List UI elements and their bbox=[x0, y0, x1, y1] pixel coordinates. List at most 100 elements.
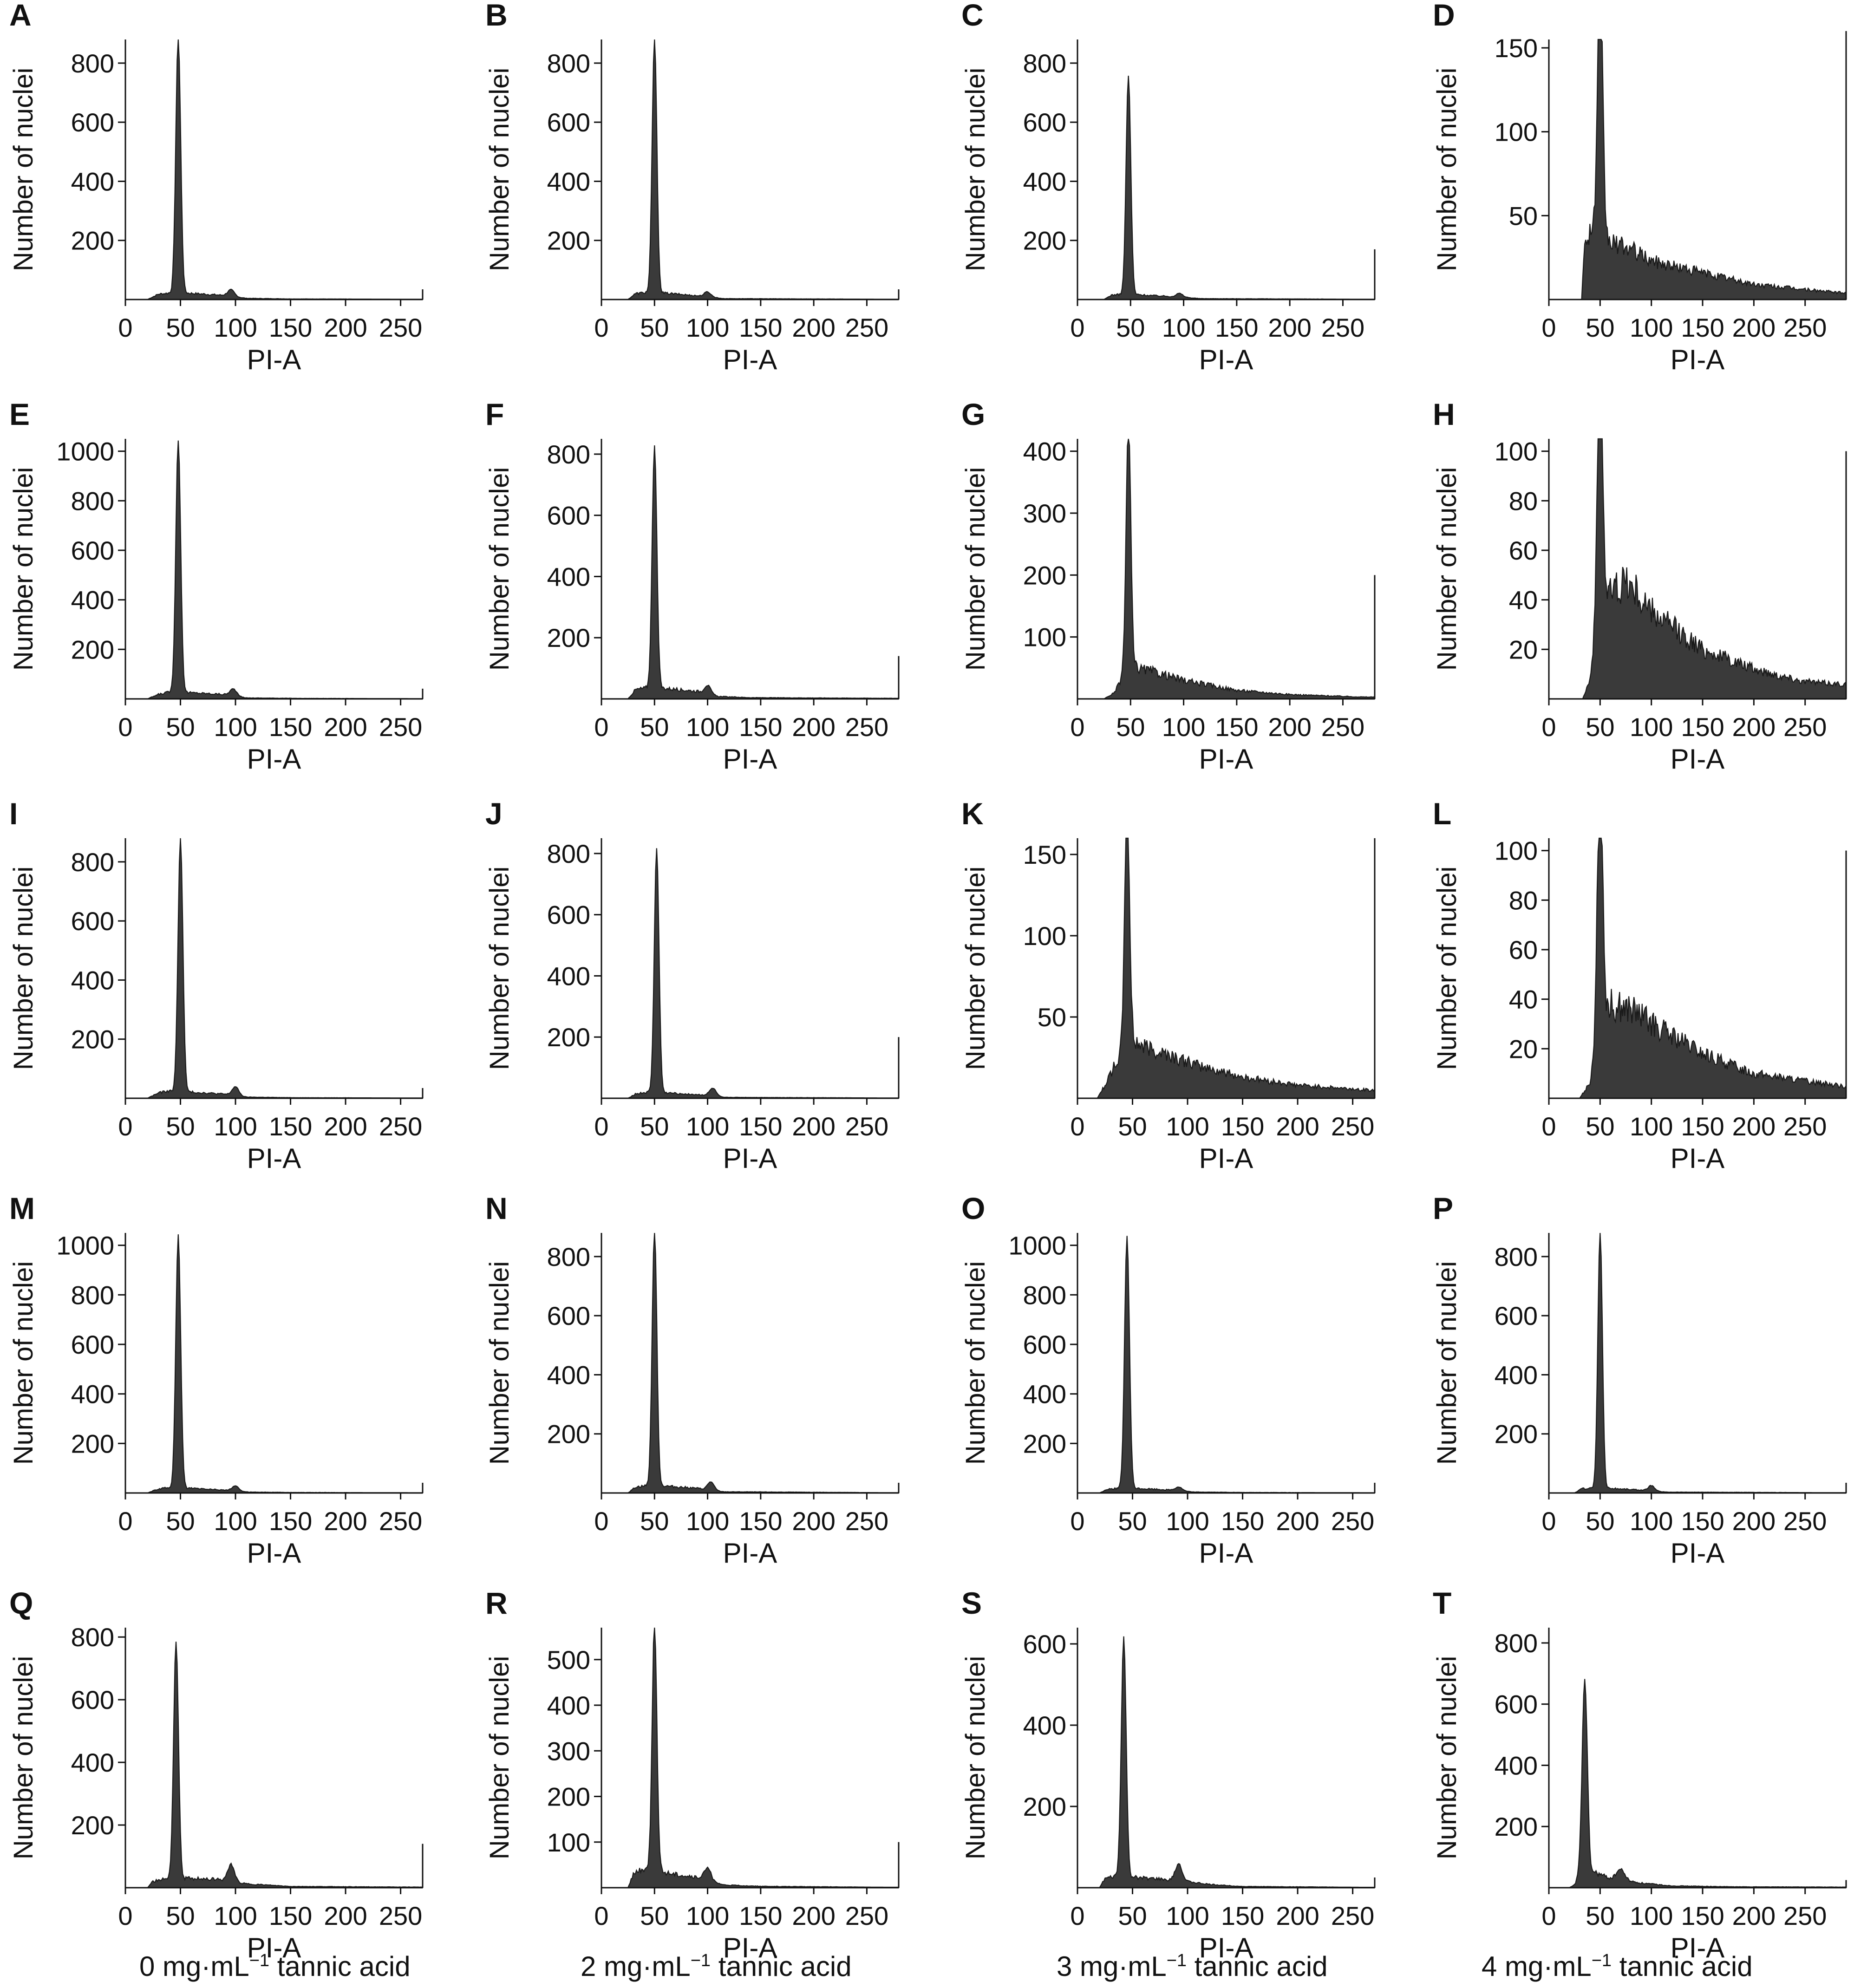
y-tick-label: 600 bbox=[1023, 1330, 1066, 1359]
y-tick-label: 600 bbox=[547, 108, 590, 137]
histogram-area bbox=[1549, 39, 1847, 300]
x-tick-label: 0 bbox=[1070, 1112, 1084, 1141]
x-tick-label: 50 bbox=[640, 1901, 669, 1930]
histogram-area bbox=[601, 848, 900, 1099]
y-tick-label: 200 bbox=[1495, 1812, 1538, 1841]
y-tick-label: 60 bbox=[1509, 935, 1538, 965]
y-tick-label: 1000 bbox=[1008, 1231, 1066, 1260]
x-tick-label: 50 bbox=[1586, 712, 1614, 742]
y-tick-label: 200 bbox=[547, 1782, 590, 1812]
y-tick-label: 1000 bbox=[56, 1231, 114, 1260]
y-tick-label: 20 bbox=[1509, 635, 1538, 664]
x-tick-label: 200 bbox=[324, 1506, 367, 1536]
panel-label: J bbox=[485, 796, 503, 831]
y-tick-label: 400 bbox=[1495, 1751, 1538, 1780]
y-tick-label: 600 bbox=[71, 536, 114, 565]
x-tick-label: 150 bbox=[739, 1112, 782, 1141]
y-tick-label: 300 bbox=[547, 1736, 590, 1766]
x-axis-label: PI-A bbox=[723, 1143, 777, 1174]
x-tick-label: 0 bbox=[594, 712, 608, 742]
y-tick-label: 200 bbox=[1023, 226, 1066, 255]
y-tick-label: 600 bbox=[1023, 1630, 1066, 1659]
y-tick-label: 800 bbox=[71, 847, 114, 877]
x-tick-label: 100 bbox=[1630, 1506, 1673, 1536]
x-axis-label: PI-A bbox=[1671, 344, 1725, 375]
histogram-panel: R 100 200 300 400 500 0 50 100 150 200 250 PI-A Numbe… bbox=[484, 1586, 900, 1963]
histogram-area bbox=[601, 39, 900, 300]
panel-label: A bbox=[9, 0, 32, 32]
y-axis-label: Number of nuclei bbox=[1432, 467, 1462, 671]
histogram-area bbox=[1549, 837, 1847, 1099]
x-tick-label: 50 bbox=[1586, 313, 1614, 342]
x-tick-label: 50 bbox=[640, 313, 669, 342]
x-tick-label: 100 bbox=[686, 313, 729, 342]
x-axis-label: PI-A bbox=[1199, 1932, 1253, 1963]
x-tick-label: 250 bbox=[379, 313, 422, 342]
histogram-area bbox=[125, 440, 424, 700]
histogram-panel: H 20 40 60 80 100 0 50 100 150 200 250 PI-A Number of… bbox=[1432, 397, 1847, 775]
x-tick-label: 250 bbox=[1783, 1112, 1827, 1141]
y-tick-label: 80 bbox=[1509, 886, 1538, 915]
x-tick-label: 100 bbox=[1630, 1112, 1673, 1141]
y-tick-label: 600 bbox=[71, 1330, 114, 1359]
x-tick-label: 100 bbox=[686, 1112, 729, 1141]
y-tick-label: 150 bbox=[1023, 840, 1066, 869]
y-tick-label: 40 bbox=[1509, 985, 1538, 1014]
x-tick-label: 50 bbox=[166, 1506, 195, 1536]
x-tick-label: 100 bbox=[1166, 1506, 1209, 1536]
histogram-panel: F 200 400 600 800 0 50 100 150 200 250 PI-A Number o… bbox=[484, 397, 900, 775]
histogram-area bbox=[601, 445, 900, 700]
y-tick-label: 600 bbox=[1023, 108, 1066, 137]
y-tick-label: 100 bbox=[1023, 623, 1066, 652]
y-tick-label: 400 bbox=[71, 965, 114, 995]
panel-label: P bbox=[1433, 1191, 1453, 1225]
y-axis-label: Number of nuclei bbox=[960, 1261, 991, 1465]
x-tick-label: 100 bbox=[686, 712, 729, 742]
x-tick-label: 100 bbox=[1162, 712, 1205, 742]
y-tick-label: 100 bbox=[547, 1828, 590, 1857]
histogram-area bbox=[1077, 438, 1376, 700]
x-tick-label: 150 bbox=[739, 1901, 782, 1930]
y-tick-label: 800 bbox=[1495, 1242, 1538, 1271]
x-tick-label: 200 bbox=[1276, 1506, 1319, 1536]
panel-label: T bbox=[1433, 1586, 1451, 1620]
x-tick-label: 50 bbox=[1118, 1901, 1147, 1930]
histogram-panel: J 200 400 600 800 0 50 100 150 200 250 PI-A Number o… bbox=[484, 796, 900, 1174]
x-tick-label: 200 bbox=[1732, 1112, 1776, 1141]
y-tick-label: 800 bbox=[547, 49, 590, 78]
x-tick-label: 0 bbox=[118, 712, 132, 742]
y-tick-label: 800 bbox=[1023, 49, 1066, 78]
y-tick-label: 200 bbox=[71, 1429, 114, 1458]
x-tick-label: 250 bbox=[845, 313, 888, 342]
y-tick-label: 400 bbox=[1023, 1380, 1066, 1409]
x-tick-label: 150 bbox=[269, 313, 312, 342]
histogram-area bbox=[1077, 837, 1376, 1099]
y-tick-label: 400 bbox=[547, 167, 590, 196]
y-tick-label: 200 bbox=[71, 1025, 114, 1054]
x-tick-label: 0 bbox=[594, 1506, 608, 1536]
y-axis-label: Number of nuclei bbox=[1432, 1656, 1462, 1859]
histogram-area bbox=[125, 1234, 424, 1494]
y-tick-label: 1000 bbox=[56, 437, 114, 466]
x-tick-label: 250 bbox=[1783, 1506, 1827, 1536]
panel-label: G bbox=[961, 397, 985, 431]
y-axis-label: Number of nuclei bbox=[960, 68, 991, 271]
panel-label: E bbox=[9, 397, 30, 431]
x-tick-label: 200 bbox=[1732, 313, 1776, 342]
histogram-area bbox=[1549, 1232, 1847, 1494]
x-tick-label: 0 bbox=[1541, 712, 1556, 742]
y-tick-label: 800 bbox=[71, 1623, 114, 1652]
y-axis-label: Number of nuclei bbox=[960, 867, 991, 1070]
y-tick-label: 600 bbox=[1495, 1690, 1538, 1719]
x-tick-label: 250 bbox=[845, 1901, 888, 1930]
x-tick-label: 150 bbox=[1681, 712, 1724, 742]
y-axis-label: Number of nuclei bbox=[484, 1261, 515, 1465]
x-tick-label: 100 bbox=[1162, 313, 1205, 342]
y-tick-label: 100 bbox=[1495, 836, 1538, 866]
x-tick-label: 50 bbox=[1586, 1112, 1614, 1141]
x-tick-label: 150 bbox=[1681, 1901, 1724, 1930]
x-tick-label: 0 bbox=[1541, 1112, 1556, 1141]
x-tick-label: 250 bbox=[379, 1506, 422, 1536]
y-tick-label: 400 bbox=[547, 1691, 590, 1720]
x-tick-label: 100 bbox=[686, 1506, 729, 1536]
